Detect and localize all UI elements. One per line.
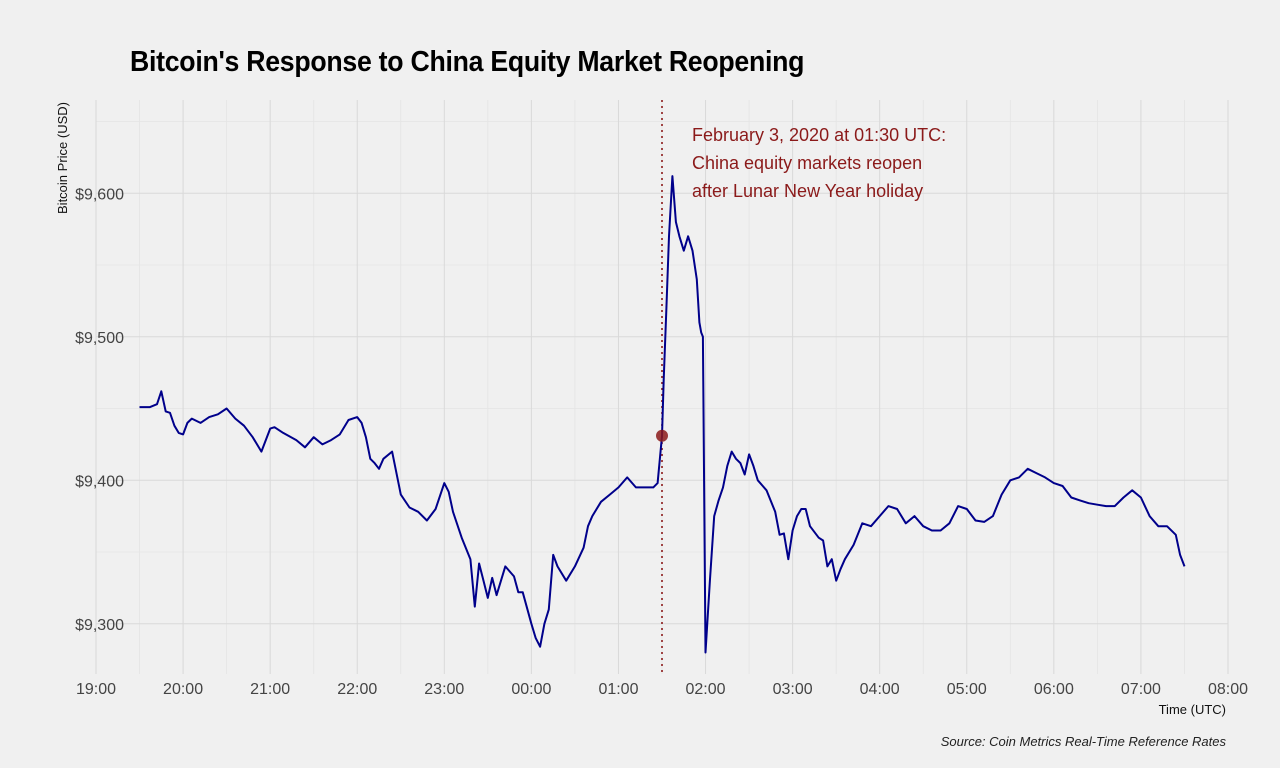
source-note: Source: Coin Metrics Real-Time Reference… [940,734,1226,749]
x-tick-label: 21:00 [250,681,290,698]
annotation-line: February 3, 2020 at 01:30 UTC: [692,125,946,145]
annotation-line: China equity markets reopen [692,153,922,173]
event-point [656,429,668,442]
x-tick-label: 05:00 [947,681,987,698]
x-tick-label: 04:00 [860,681,900,698]
y-axis-title: Bitcoin Price (USD) [55,102,70,214]
y-tick-label: $9,500 [75,330,124,347]
x-tick-label: 20:00 [163,681,203,698]
x-tick-label: 06:00 [1034,681,1074,698]
event-annotation: February 3, 2020 at 01:30 UTC: China equi… [692,125,946,201]
series-group [139,175,1186,654]
price-line [139,175,1186,654]
x-tick-label: 08:00 [1208,681,1248,698]
x-tick-label: 23:00 [424,681,464,698]
y-tick-labels: $9,300 $9,400 $9,500 $9,600 [75,186,124,634]
x-tick-label: 19:00 [76,681,116,698]
chart-title: Bitcoin's Response to China Equity Marke… [130,46,805,78]
x-tick-label: 03:00 [773,681,813,698]
y-tick-label: $9,400 [75,473,124,490]
major-gridlines [95,100,1229,674]
x-tick-labels: 19:00 20:00 21:00 22:00 23:00 00:00 01:00 02:00… [76,681,1248,698]
annotation-line: after Lunar New Year holiday [692,181,923,201]
x-tick-label: 07:00 [1121,681,1161,698]
x-tick-label: 00:00 [511,681,551,698]
x-axis-title: Time (UTC) [1159,702,1226,717]
y-tick-label: $9,300 [75,617,124,634]
x-tick-label: 22:00 [337,681,377,698]
event-marker [656,429,668,442]
x-tick-label: 02:00 [686,681,726,698]
y-tick-label: $9,600 [75,186,124,203]
x-tick-label: 01:00 [598,681,638,698]
